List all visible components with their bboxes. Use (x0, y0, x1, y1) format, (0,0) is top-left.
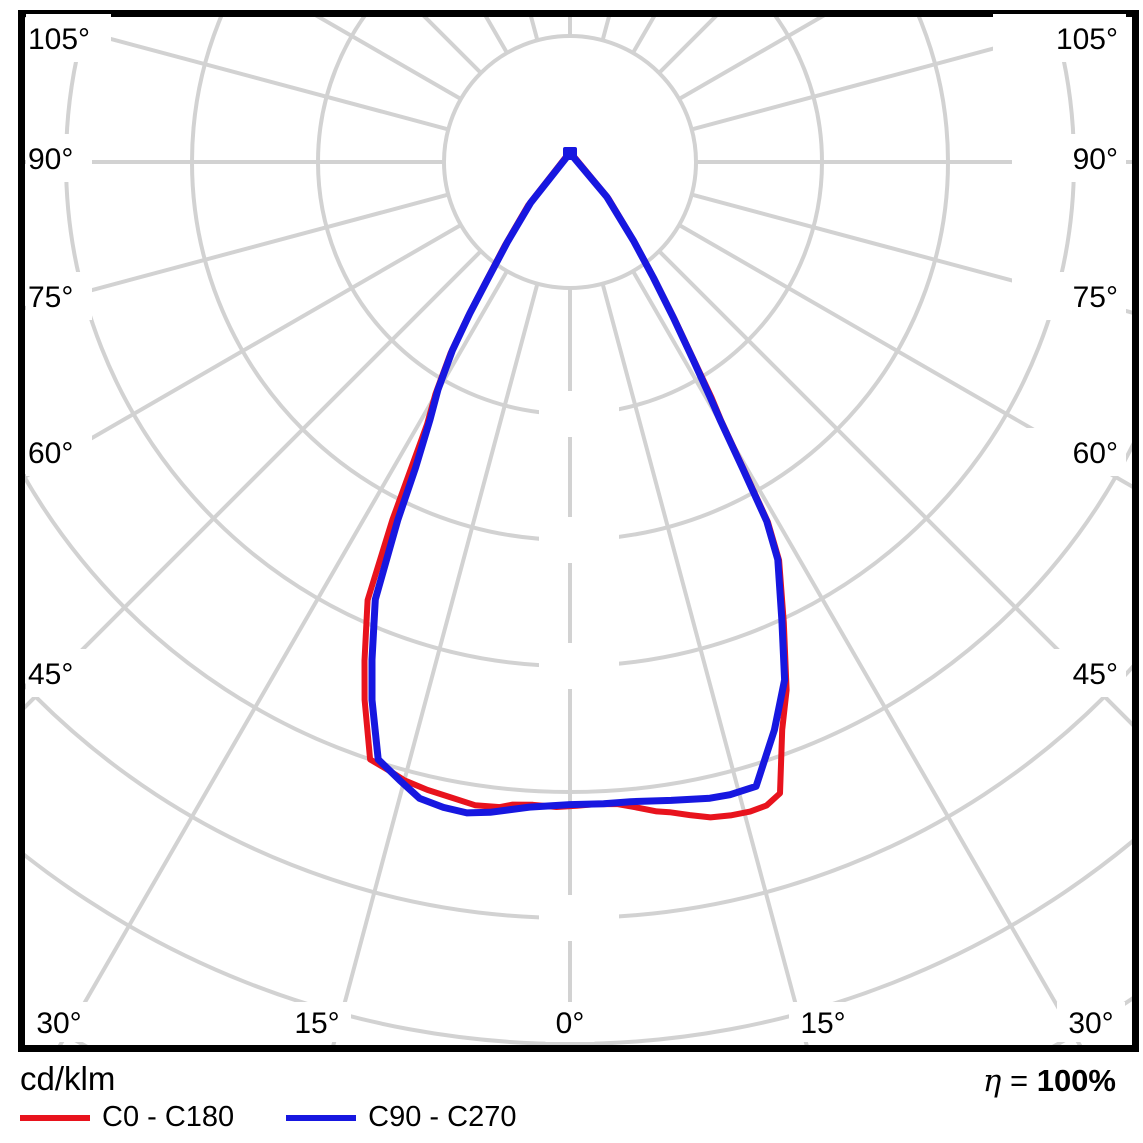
curve-apex-marker (563, 147, 577, 160)
angle-label-bottom-3: 15° (800, 1007, 845, 1040)
grid-spoke-15 (600, 283, 809, 1045)
angle-labels: 105° 90° 75° 60° 45° 105° 90° 75° 60° 45° 30° 15° 0°… (25, 14, 1126, 1042)
legend-label-0: C0 - C180 (102, 1101, 235, 1133)
grid-spoke-45 (657, 249, 1132, 727)
grid-spoke-60 (678, 223, 1132, 489)
grid-spoke-330 (57, 270, 509, 1045)
axis-blank-ring-3 (539, 517, 619, 563)
angle-label-left-2: 75° (28, 281, 73, 314)
angle-label-left-3-bg (26, 428, 92, 476)
angle-label-right-1: 90° (1073, 143, 1118, 176)
angle-label-left-3: 60° (28, 437, 73, 470)
grid-spoke-285 (25, 192, 449, 311)
axis-blank-ring-4 (539, 643, 619, 689)
legend-swatch-1 (286, 1114, 357, 1121)
angle-label-right-4-bg (1012, 649, 1126, 697)
curve-c90-c270 (368, 149, 789, 817)
angle-label-bottom-1: 15° (294, 1007, 339, 1040)
angle-label-bottom-2-bg (545, 1002, 595, 1042)
axis-blank-ring-2 (539, 391, 619, 437)
eta-value: 100% (1036, 1063, 1116, 1098)
legend-item-0: C0 - C180 (20, 1101, 234, 1134)
angle-label-bottom-4-bg (1057, 1002, 1125, 1042)
legend-swatch-0 (20, 1114, 90, 1121)
angle-label-right-2-bg (1012, 272, 1126, 320)
grid-spoke-300 (25, 223, 462, 479)
angle-label-right-4: 45° (1073, 658, 1118, 691)
grid-spoke-345 (331, 283, 540, 1045)
angle-label-left-2-bg (26, 272, 92, 320)
angle-label-left-1: 90° (28, 143, 73, 176)
unit-label: cd/klm (20, 1060, 116, 1097)
angle-label-right-3-bg (1012, 428, 1126, 476)
angle-label-left-4-bg (26, 649, 92, 697)
grid-spoke-75 (691, 192, 1132, 315)
eta-symbol: η (982, 1063, 1002, 1099)
angle-label-bottom-3-bg (789, 1002, 857, 1042)
angle-label-right-0: 105° (1056, 23, 1118, 56)
angle-label-right-0-bg (993, 14, 1126, 62)
grid-spoke-105 (691, 17, 1119, 132)
angle-label-right-2: 75° (1073, 281, 1118, 314)
angle-label-left-4: 45° (28, 658, 73, 691)
angle-label-left-0-bg (26, 14, 111, 62)
grid-spoke-255 (25, 17, 449, 132)
angle-label-bottom-0: 30° (36, 1007, 81, 1040)
grid-spoke-315 (25, 249, 483, 710)
angle-label-bottom-1-bg (283, 1002, 351, 1042)
eta-separator: = (1001, 1063, 1037, 1098)
legend-item-1: C90 - C270 (286, 1101, 516, 1134)
axis-blank-ring-6 (539, 895, 619, 941)
angle-label-left-1-bg (26, 134, 92, 182)
angle-label-left-0: 105° (28, 23, 90, 56)
angle-label-bottom-4: 30° (1068, 1007, 1113, 1040)
angle-label-right-3: 60° (1073, 437, 1118, 470)
curves (361, 147, 790, 821)
legend-label-1: C90 - C270 (368, 1101, 517, 1133)
angle-label-bottom-2: 0° (556, 1007, 585, 1040)
legend: C0 - C180 C90 - C270 (20, 1101, 568, 1134)
angle-label-right-1-bg (1012, 134, 1126, 182)
angle-label-bottom-0-bg (25, 1002, 93, 1042)
efficiency-label: η = 100% (983, 1063, 1116, 1099)
